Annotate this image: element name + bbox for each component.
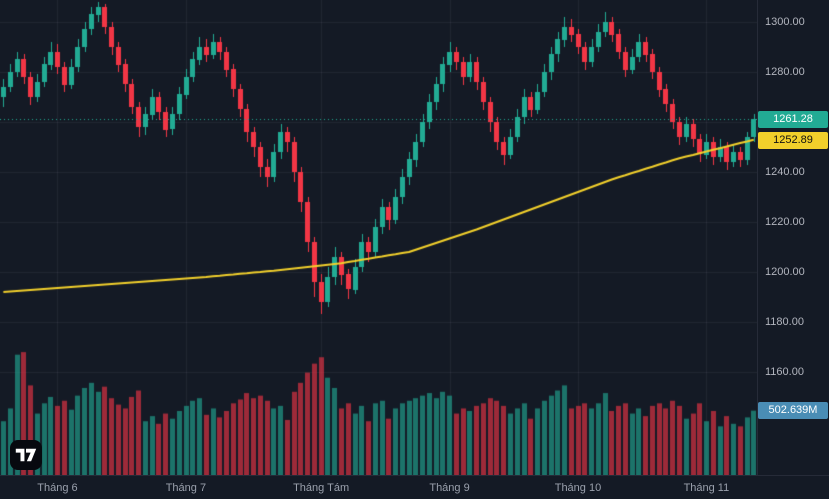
price-tick-label: 1160.00 [765, 366, 804, 378]
price-tick-label: 1180.00 [765, 316, 804, 328]
ma-price-badge[interactable]: 1252.89 [758, 131, 828, 149]
time-tick-label: Tháng 7 [165, 482, 207, 494]
time-tick-label: Tháng 10 [554, 482, 602, 494]
time-tick-label: Tháng 11 [683, 482, 730, 494]
price-tick-label: 1300.00 [765, 16, 805, 28]
time-tick-label: Tháng 9 [429, 482, 470, 494]
price-tick-label: 1280.00 [765, 66, 805, 78]
time-axis[interactable]: Tháng 6 Tháng 7 Tháng Tám Tháng 9 Tháng 10 Th… [0, 475, 829, 499]
price-axis[interactable]: 1300.001280.001260.001240.001220.001200.… [757, 0, 829, 499]
price-tick-label: 1240.00 [765, 166, 805, 178]
tradingview-logo-icon [15, 448, 37, 462]
price-tick-label: 1200.00 [765, 266, 805, 278]
time-tick-label: Tháng Tám [293, 482, 350, 494]
price-tick-label: 1220.00 [765, 216, 805, 228]
time-tick-label: Tháng 6 [37, 482, 78, 494]
last-price-badge[interactable]: 1261.28 [758, 110, 828, 128]
tradingview-logo[interactable] [10, 440, 42, 470]
candlestick-canvas[interactable] [0, 0, 757, 475]
volume-badge[interactable]: 502.639M [758, 401, 828, 419]
